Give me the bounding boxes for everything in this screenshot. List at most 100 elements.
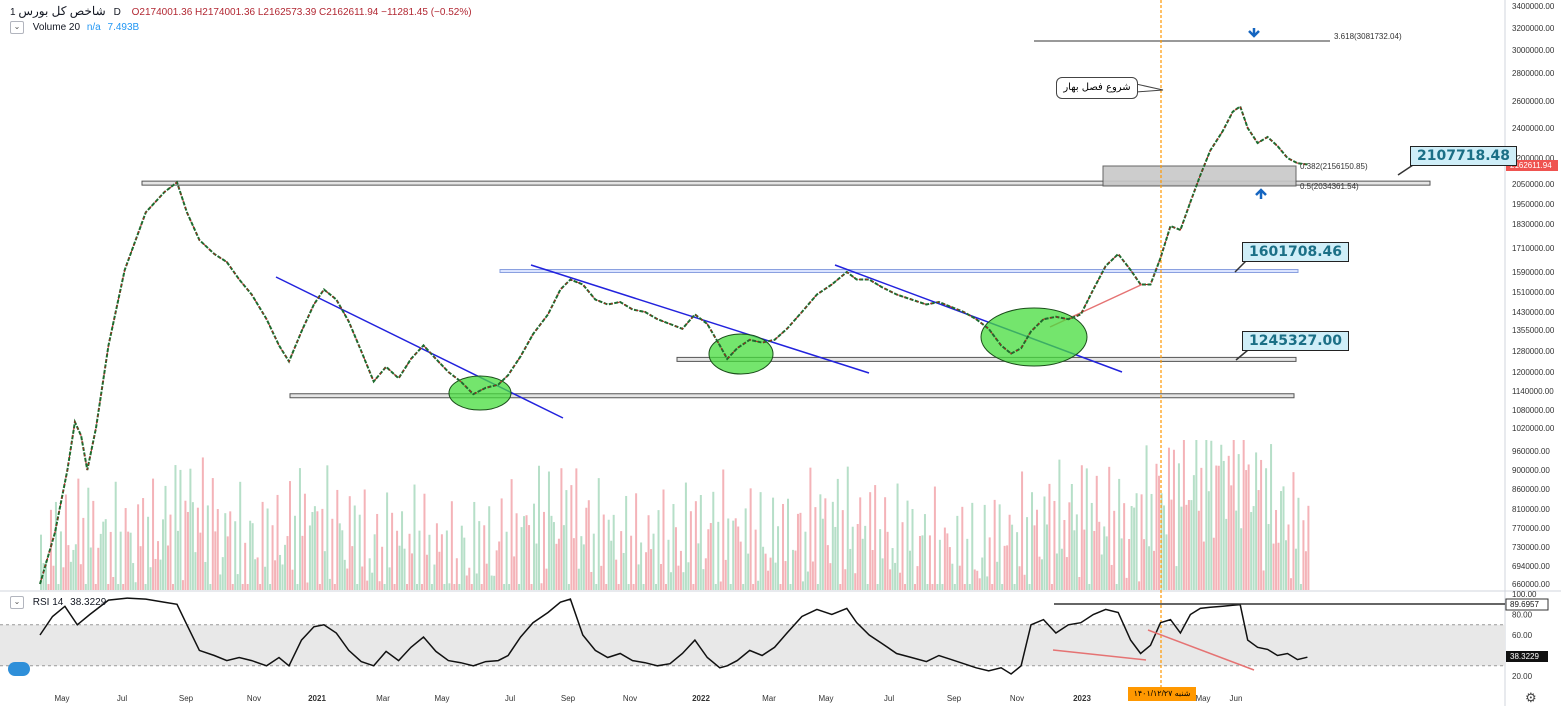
volume-bar bbox=[181, 580, 184, 590]
volume-bar bbox=[936, 584, 939, 590]
volume-bar bbox=[933, 486, 936, 590]
volume-bar bbox=[515, 513, 518, 590]
volume-bar bbox=[92, 500, 95, 590]
volume-bar bbox=[87, 487, 90, 590]
volume-bar bbox=[777, 526, 780, 590]
price-tick-label: 2050000.00 bbox=[1512, 180, 1555, 189]
time-tick-label: Nov bbox=[1010, 694, 1024, 703]
volume-bar bbox=[448, 583, 451, 590]
volume-bar bbox=[958, 565, 961, 590]
volume-bar bbox=[54, 501, 57, 590]
volume-bar bbox=[988, 537, 991, 590]
volume-bar bbox=[749, 488, 752, 590]
volume-bar bbox=[774, 562, 777, 590]
volume-bar bbox=[475, 573, 478, 590]
tradingview-logo-icon[interactable] bbox=[8, 662, 30, 676]
volume-bar bbox=[1043, 496, 1046, 590]
level-tag-top[interactable]: 2107718.48 bbox=[1410, 146, 1517, 166]
volume-bar bbox=[901, 522, 904, 590]
settings-gear-icon[interactable]: ⚙ bbox=[1525, 690, 1537, 705]
volume-bar bbox=[1197, 510, 1200, 590]
volume-bar bbox=[677, 565, 680, 590]
price-tick-label: 1200000.00 bbox=[1512, 368, 1555, 377]
volume-bar bbox=[1115, 584, 1118, 590]
volume-bar bbox=[1133, 507, 1136, 590]
volume-bar bbox=[627, 584, 630, 590]
volume-bar bbox=[428, 534, 431, 590]
volume-bar bbox=[1140, 494, 1143, 590]
volume-bar bbox=[572, 538, 575, 590]
price-tick-label: 900000.00 bbox=[1512, 466, 1550, 475]
volume-bar bbox=[545, 568, 548, 590]
volume-bar bbox=[582, 544, 585, 590]
volume-bar bbox=[1145, 445, 1148, 590]
rsi-collapse-chevron-icon[interactable]: ⌄ bbox=[10, 596, 24, 609]
time-tick-label: Nov bbox=[623, 694, 637, 703]
volume-bar bbox=[261, 501, 264, 590]
volume-bar bbox=[176, 530, 179, 590]
volume-bar bbox=[630, 535, 633, 590]
volume-bar bbox=[662, 489, 665, 590]
volume-bar bbox=[1177, 463, 1180, 590]
volume-bar bbox=[122, 584, 125, 590]
volume-bar bbox=[831, 501, 834, 590]
volume-bar bbox=[440, 534, 443, 590]
volume-bar bbox=[132, 563, 135, 590]
volume-bar bbox=[739, 541, 742, 590]
volume-bar bbox=[127, 531, 130, 590]
volume-bar bbox=[234, 521, 237, 590]
volume-bar bbox=[179, 469, 182, 590]
volume-bar bbox=[869, 492, 872, 590]
volume-bar bbox=[697, 543, 700, 590]
volume-bar bbox=[391, 512, 394, 590]
volume-bar bbox=[84, 584, 87, 590]
level-tag-mid[interactable]: 1601708.46 bbox=[1242, 242, 1349, 262]
volume-bar bbox=[1093, 530, 1096, 590]
volume-bar bbox=[1085, 468, 1088, 590]
volume-bar bbox=[1083, 529, 1086, 590]
price-tick-label: 1510000.00 bbox=[1512, 288, 1555, 297]
volume-bar bbox=[206, 505, 209, 590]
volume-bar bbox=[343, 559, 346, 590]
volume-bar bbox=[911, 508, 914, 590]
volume-bar bbox=[709, 523, 712, 590]
price-tick-label: 1950000.00 bbox=[1512, 200, 1555, 209]
volume-bar bbox=[1292, 472, 1295, 590]
volume-bar bbox=[1008, 514, 1011, 590]
volume-bar bbox=[839, 584, 842, 590]
volume-bar bbox=[62, 567, 65, 590]
price-tick-label: 660000.00 bbox=[1512, 580, 1550, 589]
volume-bar bbox=[191, 502, 194, 590]
volume-bar bbox=[358, 514, 361, 590]
collapse-chevron-icon[interactable]: ⌄ bbox=[10, 21, 24, 34]
volume-bar bbox=[1195, 440, 1198, 590]
interval-label[interactable]: 1D bbox=[10, 7, 121, 18]
rsi-legend: ⌄ RSI 14 38.3229 bbox=[10, 596, 106, 609]
symbol-name[interactable]: شاخص کل بورس bbox=[18, 4, 106, 18]
volume-bar bbox=[1040, 559, 1043, 590]
volume-bar bbox=[557, 538, 560, 590]
volume-bar bbox=[998, 504, 1001, 590]
volume-bar bbox=[804, 531, 807, 590]
price-tick-label: 3200000.00 bbox=[1512, 24, 1555, 33]
volume-bar bbox=[1001, 584, 1004, 590]
volume-bar bbox=[164, 485, 167, 590]
volume-bar bbox=[1016, 532, 1019, 590]
level-tag-low[interactable]: 1245327.00 bbox=[1242, 331, 1349, 351]
volume-bar bbox=[381, 546, 384, 590]
spring-note-callout[interactable]: شروع فصل بهار bbox=[1056, 77, 1138, 99]
time-tick-label: May bbox=[1195, 694, 1210, 703]
rsi-value: 38.3229 bbox=[70, 597, 107, 609]
volume-bar bbox=[645, 552, 648, 590]
volume-bar bbox=[77, 478, 80, 590]
volume-bar bbox=[856, 524, 859, 590]
volume-bar bbox=[866, 584, 869, 590]
volume-bar bbox=[376, 513, 379, 590]
volume-bar bbox=[1073, 530, 1076, 590]
price-tick-label: 1355000.00 bbox=[1512, 326, 1555, 335]
volume-bar bbox=[660, 563, 663, 590]
volume-bar bbox=[729, 584, 732, 590]
volume-bar bbox=[744, 508, 747, 590]
highlight-ellipse-2 bbox=[708, 333, 774, 375]
